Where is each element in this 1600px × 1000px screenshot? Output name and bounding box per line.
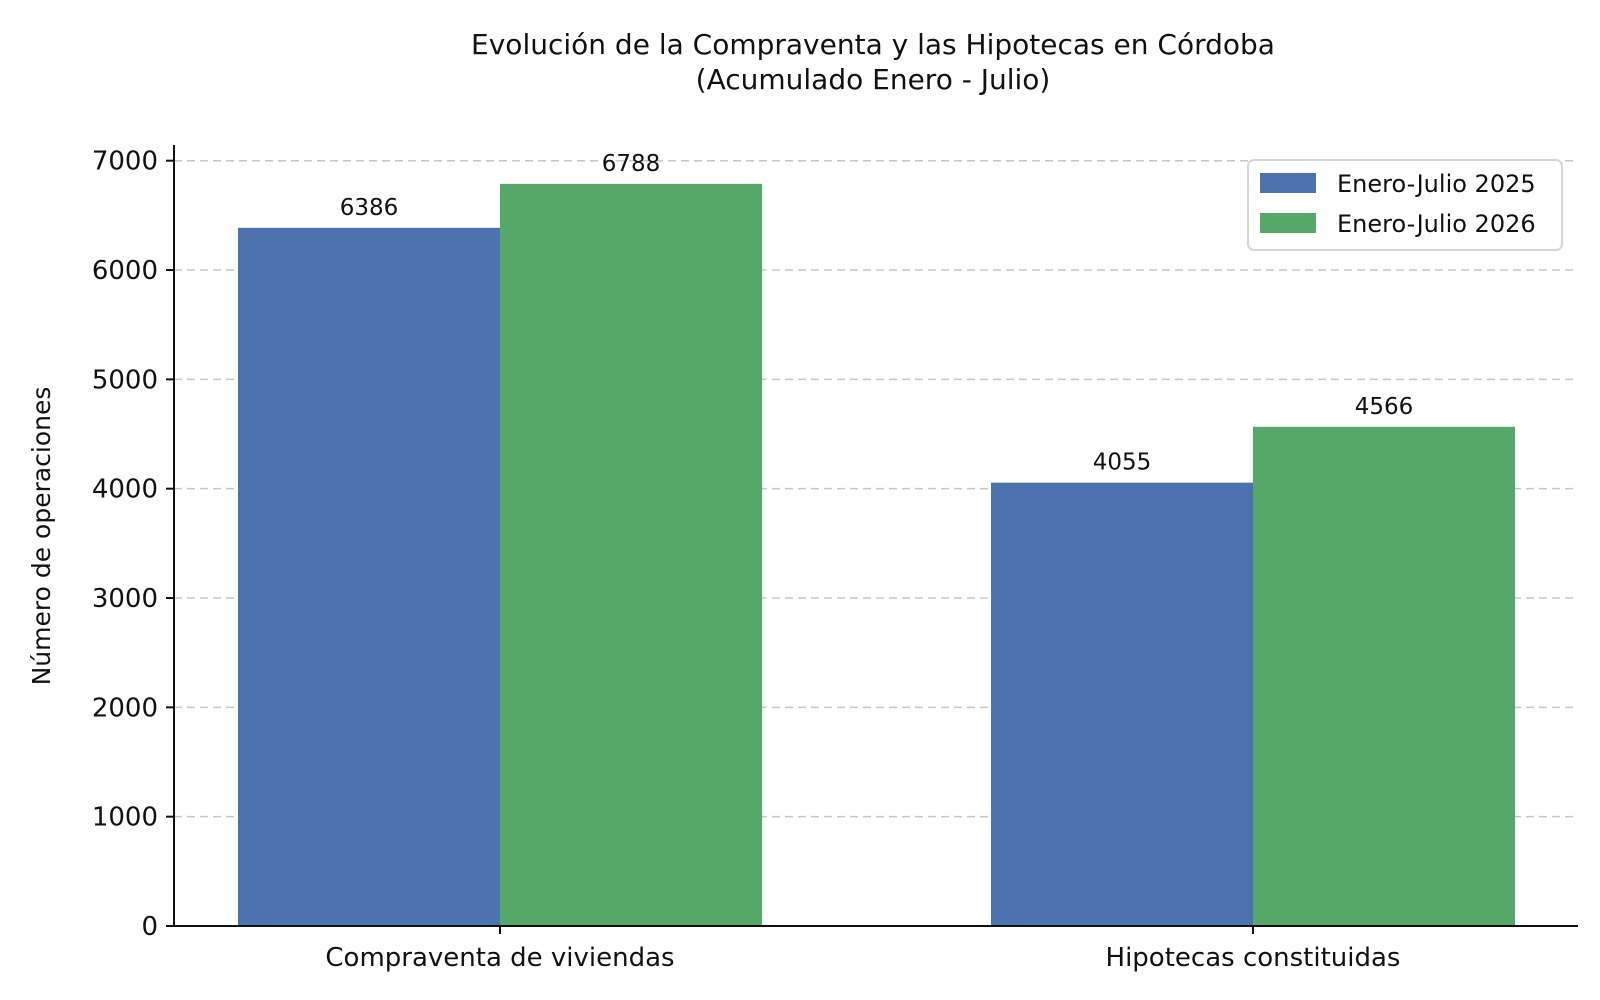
x-axis-ticks: Compraventa de viviendas Hipotecas consti… <box>325 926 1400 973</box>
legend-swatch-2025 <box>1260 173 1316 193</box>
x-category-label: Hipotecas constituidas <box>1106 943 1401 973</box>
bar-value-label: 4566 <box>1355 394 1414 420</box>
legend-label-2025: Enero-Julio 2025 <box>1337 170 1536 198</box>
bar-value-label: 4055 <box>1093 450 1152 476</box>
bars <box>238 183 1515 927</box>
chart-title: Evolución de la Compraventa y las Hipote… <box>471 28 1275 61</box>
y-axis-title: Número de operaciones <box>27 387 56 686</box>
legend-frame <box>1247 159 1563 251</box>
value-labels: 6386 6788 4055 4566 <box>340 151 1414 476</box>
x-category-label: Compraventa de viviendas <box>325 943 674 973</box>
bar-enero-julio-2026-1 <box>500 183 762 926</box>
bar-value-label: 6788 <box>602 151 661 177</box>
bar-value-label: 6386 <box>340 195 399 221</box>
bar-enero-julio-2025-1 <box>238 227 500 927</box>
y-tick-label: 4000 <box>92 475 158 505</box>
y-tick-label: 0 <box>141 912 158 942</box>
legend: Enero-Julio 2025 Enero-Julio 2026 <box>1247 159 1563 251</box>
bar-enero-julio-2025-2 <box>991 482 1253 926</box>
chart-subtitle: (Acumulado Enero - Julio) <box>696 63 1051 96</box>
y-tick-label: 5000 <box>92 365 158 395</box>
y-tick-label: 1000 <box>92 803 158 833</box>
legend-label-2026: Enero-Julio 2026 <box>1337 210 1536 238</box>
y-tick-label: 6000 <box>92 256 158 286</box>
y-tick-label: 3000 <box>92 584 158 614</box>
y-axis-ticks: 0 1000 2000 3000 4000 5000 6000 7000 <box>92 147 174 942</box>
legend-swatch-2026 <box>1260 213 1316 233</box>
y-tick-label: 7000 <box>92 147 158 177</box>
bar-enero-julio-2026-2 <box>1253 426 1515 926</box>
y-tick-label: 2000 <box>92 693 158 723</box>
